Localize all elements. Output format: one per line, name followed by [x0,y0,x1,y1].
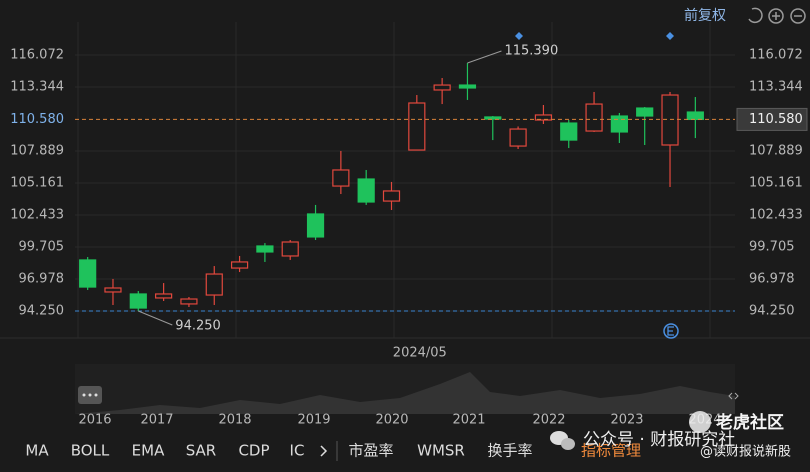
candle-body[interactable] [458,84,477,89]
candle-body[interactable] [230,261,249,269]
toolbar-tab[interactable]: 指标管理 [581,442,641,460]
current-price-box [736,107,808,131]
current-price-right: 110.580 [749,112,803,127]
vertical-grid [77,22,711,338]
candle-body[interactable] [433,84,451,91]
y-tick-label-right: 105.161 [749,175,803,190]
y-tick-label: 102.433 [10,207,64,222]
candle-body[interactable] [484,116,502,120]
indicator-tab[interactable]: BOLL [71,442,110,460]
y-tick-label: 99.705 [19,239,65,254]
indicator-tab[interactable]: CDP [238,442,269,460]
max-connector [467,50,502,64]
header-icons [748,7,806,24]
candle-body[interactable] [534,114,553,121]
y-tick-label: 116.072 [10,47,64,62]
handle-dot [82,393,86,397]
y-tick-label: 105.161 [10,175,64,190]
bubble [561,438,575,450]
indicator-tab[interactable]: SAR [186,442,216,460]
candle-body[interactable] [155,293,173,299]
min-connector [138,310,173,326]
candle-body[interactable] [686,111,704,121]
candle-body[interactable] [79,259,97,288]
indicator-tab[interactable]: IC [290,442,305,460]
indicator-tab[interactable]: MA [25,442,49,460]
candle-body[interactable] [306,213,325,238]
candle-body[interactable] [256,245,274,253]
earnings-icon[interactable] [663,323,679,339]
adjust-toggle[interactable]: 前复权 [684,7,726,24]
earnings-circle [663,323,679,339]
candle-body[interactable] [104,287,122,293]
y-tick-label-right: 96.978 [749,271,795,286]
y-tick-label-right: 99.705 [749,239,795,254]
navigator-year: 2021 [452,413,485,428]
max-label: 115.390 [504,43,558,58]
brand-logo [689,411,711,433]
toolbar-more[interactable] [320,445,328,457]
event-marker[interactable] [515,32,523,40]
toolbar-tab[interactable]: 换手率 [487,442,532,460]
y-tick-label-right: 113.344 [749,79,803,94]
plus [772,12,780,20]
y-tick-label-right: 107.889 [749,143,803,158]
indicator-tab[interactable]: EMA [132,442,165,460]
navigator-year: 2023 [610,413,643,428]
watermark-brand: 老虎社区 [715,412,784,433]
y-tick-label-right: 94.250 [749,303,795,318]
candle-body[interactable] [661,94,679,146]
y-tick-label: 96.978 [19,271,65,286]
handle-dot [88,393,92,397]
min-label: 94.250 [175,318,221,333]
candle-body[interactable] [408,102,426,151]
event-marker[interactable] [666,32,674,40]
candle-body[interactable] [636,107,654,117]
candle-body[interactable] [332,169,350,187]
candle-body[interactable] [382,190,401,202]
candle-body[interactable] [509,128,527,147]
candle-body[interactable] [180,298,198,305]
candle-body[interactable] [560,122,578,141]
navigator-year: 2017 [140,413,173,428]
y-tick-label-right: 102.433 [749,207,803,222]
candle-body[interactable] [610,115,628,133]
navigator-year: 2019 [297,413,330,428]
y-tick-label: 107.889 [10,143,64,158]
y-tick-label: 94.250 [19,303,65,318]
navigator-year: 2016 [78,413,111,428]
candle-body[interactable] [281,241,299,257]
navigator-year: 2022 [532,413,565,428]
zoom-in-icon[interactable] [768,8,784,24]
y-tick-label: 113.344 [10,79,64,94]
handle-dot [94,393,98,397]
candle-body[interactable] [129,293,147,309]
earnings-letter [667,326,674,336]
watermark-author: @读财报说新股 [700,444,791,460]
wechat-icon [550,431,575,450]
toolbar-tab[interactable]: WMSR [417,442,465,460]
navigator-year: 2018 [218,413,251,428]
navigator-handle[interactable] [78,386,102,404]
navigator-year: 2020 [375,413,408,428]
candle-body[interactable] [205,273,223,296]
candle-body[interactable] [585,103,603,132]
toolbar-tab[interactable]: 市盈率 [348,442,393,460]
zoom-out-icon[interactable] [790,8,806,24]
y-tick-label-right: 116.072 [749,47,803,62]
x-tick-label: 2024/05 [393,346,447,361]
navigator-area [75,372,735,414]
current-price-left: 110.580 [10,112,64,127]
navigator-resize[interactable] [728,392,739,400]
candle-body[interactable] [357,178,375,203]
undo-icon[interactable] [748,7,763,24]
watermark-account: 公众号 · 财报研究社 [583,430,735,450]
